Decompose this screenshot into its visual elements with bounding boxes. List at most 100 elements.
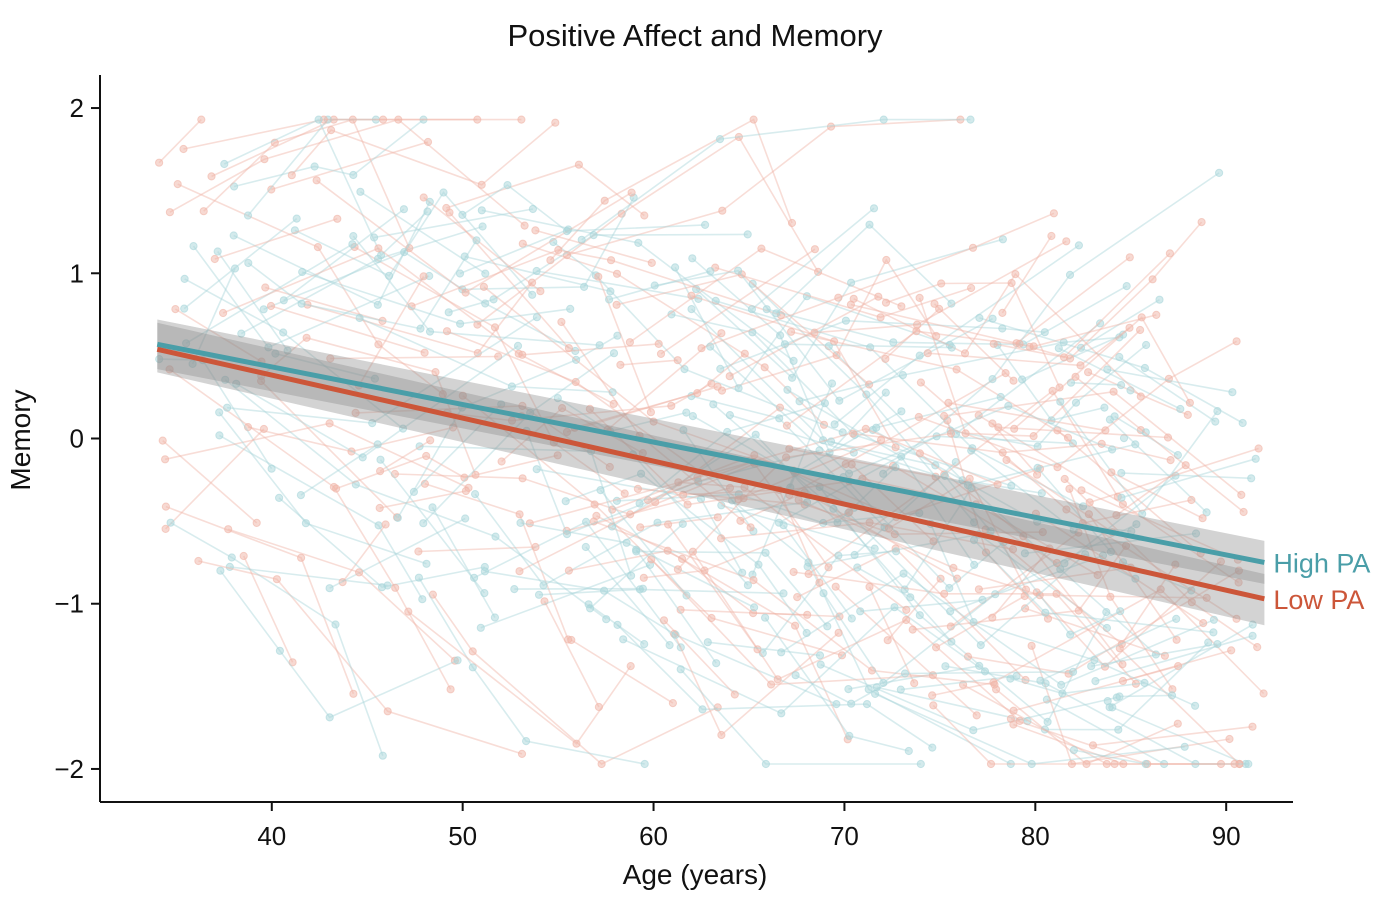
trajectory-point xyxy=(699,706,706,713)
trajectory-point xyxy=(400,206,407,213)
trajectory-line xyxy=(271,142,428,190)
trajectory-point xyxy=(929,744,936,751)
trajectory-point xyxy=(623,539,630,546)
trajectory-point xyxy=(1109,446,1116,453)
trajectory-point xyxy=(941,590,948,597)
trajectory-point xyxy=(465,484,472,491)
trajectory-point xyxy=(1106,416,1113,423)
trajectory-point xyxy=(828,438,835,445)
trajectory-line xyxy=(545,601,599,707)
trajectory-point xyxy=(462,515,469,522)
trajectory-point xyxy=(971,561,978,568)
trajectory-point xyxy=(811,246,818,253)
trajectory-point xyxy=(1174,720,1181,727)
trajectory-point xyxy=(620,636,627,643)
trajectory-point xyxy=(845,686,852,693)
trajectory-line xyxy=(343,525,386,583)
trajectory-point xyxy=(641,641,648,648)
trajectory-point xyxy=(480,283,487,290)
trajectory-point xyxy=(429,504,436,511)
trajectory-line xyxy=(295,193,532,295)
trajectory-point xyxy=(245,259,252,266)
trajectory-point xyxy=(976,314,983,321)
trajectory-point xyxy=(200,208,207,215)
trajectory-point xyxy=(1260,690,1267,697)
trajectory-point xyxy=(913,328,920,335)
trajectory-point xyxy=(532,227,539,234)
trajectory-line xyxy=(317,180,632,292)
trajectory-point xyxy=(718,330,725,337)
trajectory-point xyxy=(231,265,238,272)
trajectory-point xyxy=(750,116,757,123)
trajectory-point xyxy=(1182,462,1189,469)
trajectory-point xyxy=(613,301,620,308)
trajectory-point xyxy=(581,283,588,290)
y-tick-label: 2 xyxy=(70,93,84,123)
trajectory-point xyxy=(898,303,905,310)
trajectory-point xyxy=(1030,433,1037,440)
trajectory-point xyxy=(846,732,853,739)
trajectory-point xyxy=(208,173,215,180)
x-tick-label: 40 xyxy=(257,821,286,851)
trajectory-point xyxy=(380,116,387,123)
trajectory-line xyxy=(159,120,201,163)
trajectory-point xyxy=(1248,475,1255,482)
trajectory-line xyxy=(586,547,670,645)
trajectory-point xyxy=(1238,491,1245,498)
trajectory-point xyxy=(195,557,202,564)
trajectory-point xyxy=(481,568,488,575)
trajectory-point xyxy=(735,267,742,274)
trajectory-point xyxy=(1198,219,1205,226)
trajectory-line xyxy=(220,571,457,718)
trajectory-point xyxy=(479,223,486,230)
trajectory-point xyxy=(1254,644,1261,651)
trajectory-point xyxy=(472,491,479,498)
trajectory-point xyxy=(968,284,975,291)
trajectory-point xyxy=(314,244,321,251)
trajectory-point xyxy=(535,591,542,598)
trajectory-point xyxy=(933,644,940,651)
trajectory-point xyxy=(1141,364,1148,371)
trajectory-point xyxy=(761,364,768,371)
trajectory-point xyxy=(781,341,788,348)
trajectory-point xyxy=(726,373,733,380)
trajectory-point xyxy=(596,342,603,349)
trajectory-point xyxy=(713,660,720,667)
trajectory-point xyxy=(420,273,427,280)
trajectory-point xyxy=(1063,238,1070,245)
trajectory-point xyxy=(1177,405,1184,412)
trajectory-point xyxy=(568,636,575,643)
trajectory-point xyxy=(836,397,843,404)
trajectory-point xyxy=(268,465,275,472)
trajectory-point xyxy=(977,642,984,649)
trajectory-point xyxy=(790,568,797,575)
trajectory-point xyxy=(967,116,974,123)
trajectory-point xyxy=(1077,362,1084,369)
trajectory-point xyxy=(1010,377,1017,384)
trajectory-point xyxy=(332,621,339,628)
trajectory-point xyxy=(820,590,827,597)
trajectory-line xyxy=(1121,473,1251,478)
trajectory-point xyxy=(1166,250,1173,257)
trajectory-point xyxy=(718,535,725,542)
trajectory-point xyxy=(517,519,524,526)
trajectory-point xyxy=(714,383,721,390)
trajectory-point xyxy=(384,708,391,715)
trajectory-line xyxy=(446,165,644,216)
trajectory-point xyxy=(606,296,613,303)
trajectory-point xyxy=(635,239,642,246)
trajectory-point xyxy=(1156,296,1163,303)
trajectory-point xyxy=(647,409,654,416)
trajectory-point xyxy=(516,568,523,575)
trajectory-point xyxy=(883,256,890,263)
trajectory-point xyxy=(273,576,280,583)
trajectory-point xyxy=(704,639,711,646)
trajectory-point xyxy=(882,389,889,396)
trajectory-point xyxy=(298,554,305,561)
trajectory-point xyxy=(1070,668,1077,675)
y-tick-label: 1 xyxy=(70,258,84,288)
trajectory-point xyxy=(293,215,300,222)
trajectory-point xyxy=(752,431,759,438)
trajectory-point xyxy=(758,245,765,252)
trajectory-point xyxy=(660,617,667,624)
